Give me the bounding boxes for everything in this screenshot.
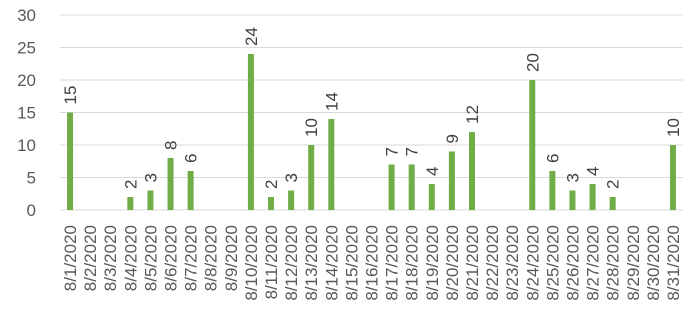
bar	[147, 190, 154, 210]
x-axis-ticks: 8/1/2020 8/2/2020 8/3/2020 8/4/2020 8/5/2020…	[61, 225, 683, 301]
bar	[127, 197, 134, 210]
x-tick-label: 8/21/2020	[463, 225, 482, 301]
x-tick-label: 8/19/2020	[423, 225, 442, 301]
bar	[669, 145, 676, 210]
data-label: 6	[182, 154, 201, 163]
bar	[67, 112, 74, 210]
x-tick-label: 8/29/2020	[624, 225, 643, 301]
x-tick-label: 8/4/2020	[121, 225, 140, 291]
bar	[529, 80, 536, 210]
bar	[448, 151, 455, 210]
x-tick-label: 8/23/2020	[503, 225, 522, 301]
x-tick-label: 8/5/2020	[141, 225, 160, 291]
bar	[589, 184, 596, 210]
x-tick-label: 8/16/2020	[363, 225, 382, 301]
gridlines	[60, 14, 683, 211]
bar	[288, 190, 295, 210]
bar	[408, 164, 415, 210]
y-axis-ticks: 0 5 10 15 20 25 30	[17, 6, 36, 220]
y-tick-label: 20	[17, 71, 36, 90]
data-label: 4	[423, 167, 442, 176]
x-tick-label: 8/3/2020	[101, 225, 120, 291]
data-label: 24	[242, 27, 261, 46]
x-tick-label: 8/13/2020	[302, 225, 321, 301]
x-tick-label: 8/25/2020	[543, 225, 562, 301]
data-label: 3	[563, 173, 582, 182]
x-tick-label: 8/12/2020	[282, 225, 301, 301]
data-label: 4	[584, 167, 603, 176]
x-tick-label: 8/28/2020	[604, 225, 623, 301]
y-tick-label: 10	[17, 136, 36, 155]
x-tick-label: 8/26/2020	[563, 225, 582, 301]
data-label: 9	[443, 134, 462, 143]
x-tick-label: 8/9/2020	[222, 225, 241, 291]
bar	[187, 171, 194, 210]
y-tick-label: 5	[27, 169, 36, 188]
bar	[549, 171, 556, 210]
x-tick-label: 8/10/2020	[242, 225, 261, 301]
x-tick-label: 8/8/2020	[202, 225, 221, 291]
x-tick-label: 8/22/2020	[483, 225, 502, 301]
x-tick-label: 8/11/2020	[262, 225, 281, 299]
bar	[428, 184, 435, 210]
data-label: 10	[664, 118, 683, 137]
x-tick-label: 8/1/2020	[61, 225, 80, 291]
data-label: 14	[322, 92, 341, 111]
bar	[308, 145, 315, 210]
y-tick-label: 30	[17, 6, 36, 25]
bar	[569, 190, 576, 210]
x-tick-label: 8/31/2020	[664, 225, 683, 301]
data-label: 3	[141, 173, 160, 182]
bar	[388, 164, 395, 210]
x-tick-label: 8/6/2020	[162, 225, 181, 291]
data-label: 2	[604, 180, 623, 189]
x-tick-label: 8/2/2020	[81, 225, 100, 291]
y-tick-label: 0	[27, 201, 36, 220]
bar	[609, 197, 616, 210]
data-label: 12	[463, 105, 482, 124]
data-label: 2	[121, 180, 140, 189]
bar	[328, 119, 335, 210]
y-tick-label: 15	[17, 104, 36, 123]
x-tick-label: 8/7/2020	[182, 225, 201, 291]
data-label: 15	[61, 86, 80, 105]
data-label: 8	[162, 141, 181, 150]
bar	[167, 158, 174, 210]
data-label: 7	[403, 147, 422, 156]
x-tick-label: 8/30/2020	[644, 225, 663, 301]
x-tick-label: 8/17/2020	[383, 225, 402, 301]
y-tick-label: 25	[17, 39, 36, 58]
data-label: 20	[523, 53, 542, 72]
data-label: 6	[543, 154, 562, 163]
x-tick-label: 8/27/2020	[584, 225, 603, 301]
bars	[67, 54, 676, 210]
x-tick-label: 8/20/2020	[443, 225, 462, 301]
bar	[468, 132, 475, 210]
x-tick-label: 8/15/2020	[342, 225, 361, 301]
data-label: 7	[383, 147, 402, 156]
data-label: 10	[302, 118, 321, 137]
x-tick-label: 8/18/2020	[403, 225, 422, 301]
x-tick-label: 8/14/2020	[322, 225, 341, 301]
x-tick-label: 8/24/2020	[523, 225, 542, 301]
bar	[247, 54, 254, 210]
data-label: 2	[262, 180, 281, 189]
bar	[268, 197, 275, 210]
data-label: 3	[282, 173, 301, 182]
